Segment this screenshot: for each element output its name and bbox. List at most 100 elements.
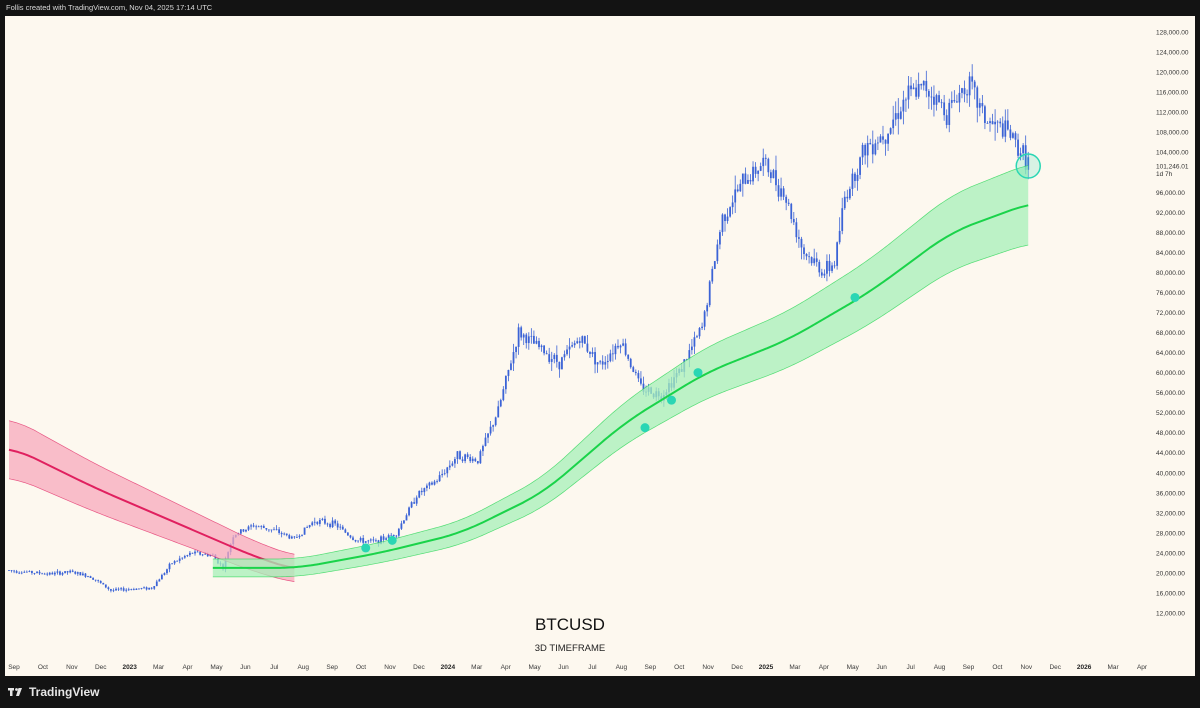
candle-body <box>777 185 780 197</box>
candle-body <box>352 537 354 540</box>
candle-body <box>469 457 472 462</box>
candle-body <box>487 433 489 438</box>
chart-area[interactable]: 128,000.00 124,000.00 120,000.00 116,000.00… <box>5 16 1195 676</box>
candle-body <box>553 354 556 360</box>
candle-body <box>239 529 242 534</box>
candle-body <box>884 139 887 144</box>
time-axis-tick-label: Oct <box>38 664 48 671</box>
candle-body <box>808 256 810 258</box>
candle-body <box>747 180 749 184</box>
candle-body <box>586 343 589 352</box>
candle-body <box>336 523 339 528</box>
candle-body <box>512 352 515 364</box>
candle-body <box>459 451 461 460</box>
candle-body <box>711 268 714 282</box>
candle-body <box>861 144 864 158</box>
symbol-title: BTCUSD <box>535 615 605 634</box>
candle-body <box>953 100 956 102</box>
candle-body <box>583 336 586 344</box>
candle-body <box>1019 153 1022 156</box>
candle-body <box>423 488 426 493</box>
candle-body <box>262 525 265 529</box>
time-axis[interactable]: Sep Oct Nov Dec 2023 Mar Apr May Jun Jul Aug Sep Oct… <box>8 664 1148 671</box>
candle-body <box>357 540 359 542</box>
candle-body <box>920 83 923 86</box>
candle-body <box>464 454 467 462</box>
candle-body <box>160 574 163 580</box>
upper-band-center-line <box>8 448 295 569</box>
price-axis[interactable]: 128,000.00 124,000.00 120,000.00 116,000.00… <box>1156 30 1189 618</box>
price-axis-tick-label: 12,000.00 <box>1156 611 1185 618</box>
candle-body <box>815 258 818 262</box>
candle-body <box>349 535 352 538</box>
time-axis-tick-label: 2023 <box>122 664 137 671</box>
candle-body <box>148 587 151 590</box>
candle-body <box>94 579 97 581</box>
candle-body <box>826 260 828 274</box>
candle-body <box>690 346 693 351</box>
candle-body <box>479 451 482 464</box>
candle-body <box>189 552 191 556</box>
candle-body <box>166 569 168 574</box>
time-axis-tick-label: Dec <box>95 664 107 671</box>
candle-body <box>61 572 64 575</box>
candle-body <box>696 336 698 338</box>
candle-body <box>492 425 495 427</box>
candle-body <box>69 570 72 573</box>
candle-body <box>943 102 946 116</box>
candle-body <box>382 536 385 540</box>
candle-body <box>280 532 283 535</box>
candle-body <box>573 343 576 346</box>
candle-body <box>617 345 619 348</box>
candle-body <box>425 485 428 489</box>
candle-body <box>130 589 133 590</box>
time-axis-tick-label: Nov <box>1021 664 1033 671</box>
candle-body <box>392 534 395 537</box>
candle-body <box>377 540 380 545</box>
time-axis-tick-label: May <box>847 664 860 671</box>
candle-body <box>752 166 754 182</box>
candle-body <box>1024 145 1027 170</box>
candle-body <box>178 558 181 561</box>
candle-body <box>1022 145 1025 154</box>
candle-body <box>341 526 344 530</box>
candle-body <box>76 572 79 574</box>
candle-body <box>260 525 263 527</box>
upper-band-fill <box>9 420 295 582</box>
candle-body <box>183 556 186 558</box>
candle-body <box>410 502 413 508</box>
candle-body <box>800 238 803 248</box>
candle-body <box>757 170 760 174</box>
candle-body <box>461 459 464 462</box>
candle-body <box>375 540 377 542</box>
candle-body <box>110 589 112 591</box>
time-axis-tick-label: Apr <box>182 664 193 671</box>
candle-body <box>117 588 120 590</box>
price-axis-tick-label: 80,000.00 <box>1156 270 1185 277</box>
candle-body <box>527 336 530 344</box>
candle-body <box>810 257 813 264</box>
candle-body <box>764 157 767 159</box>
time-axis-tick-label: Aug <box>934 664 946 671</box>
candle-body <box>296 537 298 538</box>
candle-body <box>451 463 454 466</box>
time-axis-tick-label: Aug <box>297 664 309 671</box>
candle-body <box>150 587 153 589</box>
candle-body <box>173 561 176 564</box>
candle-body <box>81 573 84 576</box>
candle-body <box>387 535 390 539</box>
candle-body <box>629 358 632 368</box>
candle-body <box>31 570 33 574</box>
candle-body <box>879 136 882 143</box>
candle-body <box>989 121 991 124</box>
candle-body <box>303 527 306 535</box>
price-axis-tick-label: 120,000.00 <box>1156 70 1189 77</box>
candle-body <box>1009 129 1012 138</box>
candle-body <box>767 158 770 173</box>
candle-body <box>627 354 630 359</box>
candle-body <box>823 273 826 276</box>
candle-body <box>563 354 566 358</box>
candle-body <box>313 521 316 523</box>
price-chart[interactable]: 128,000.00 124,000.00 120,000.00 116,000.00… <box>5 16 1195 676</box>
candle-body <box>787 202 790 204</box>
